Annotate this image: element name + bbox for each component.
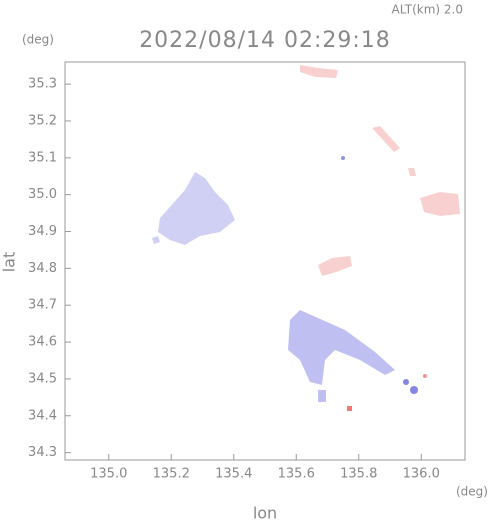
y-tick-label: 34.3 [28,445,57,460]
y-tick-label: 34.4 [28,408,57,423]
y-tick-label: 35.2 [28,113,57,128]
echo-red [423,374,427,378]
x-tick-label: 135.6 [278,467,315,482]
x-unit: (deg) [456,485,488,499]
echo-blue [158,172,235,245]
echo-blue [341,156,345,160]
x-tick-label: 136.0 [403,467,440,482]
y-unit: (deg) [22,33,54,47]
x-tick-label: 135.4 [215,467,252,482]
y-tick-label: 34.9 [28,224,57,239]
echo-blue [288,310,395,385]
x-axis-title: lon [253,504,277,521]
echo-red [408,168,416,176]
x-tick-label: 135.2 [153,467,190,482]
y-axis-title: lat [0,252,19,273]
echo-red [318,256,352,276]
plot-frame [64,61,466,461]
y-tick-label: 34.5 [28,371,57,386]
y-tick-label: 35.0 [28,187,57,202]
echo-red [372,126,400,152]
y-tick-label: 34.7 [28,298,57,313]
x-tick-label: 135.8 [340,467,377,482]
y-tick-label: 34.8 [28,261,57,276]
x-tick-label: 135.0 [90,467,127,482]
y-tick-label: 35.1 [28,150,57,165]
echo-blue [403,379,409,385]
chart-title: 2022/08/14 02:29:18 [139,28,391,53]
echo-blue [152,236,160,244]
echo-blue [410,386,418,394]
echo-red [347,406,352,411]
echo-regions [152,65,460,411]
echo-blue [318,390,326,402]
y-tick-label: 35.3 [28,77,57,92]
echo-red [420,192,460,216]
echo-red [300,65,338,78]
altitude-label: ALT(km) 2.0 [392,3,463,17]
y-tick-label: 34.6 [28,335,57,350]
